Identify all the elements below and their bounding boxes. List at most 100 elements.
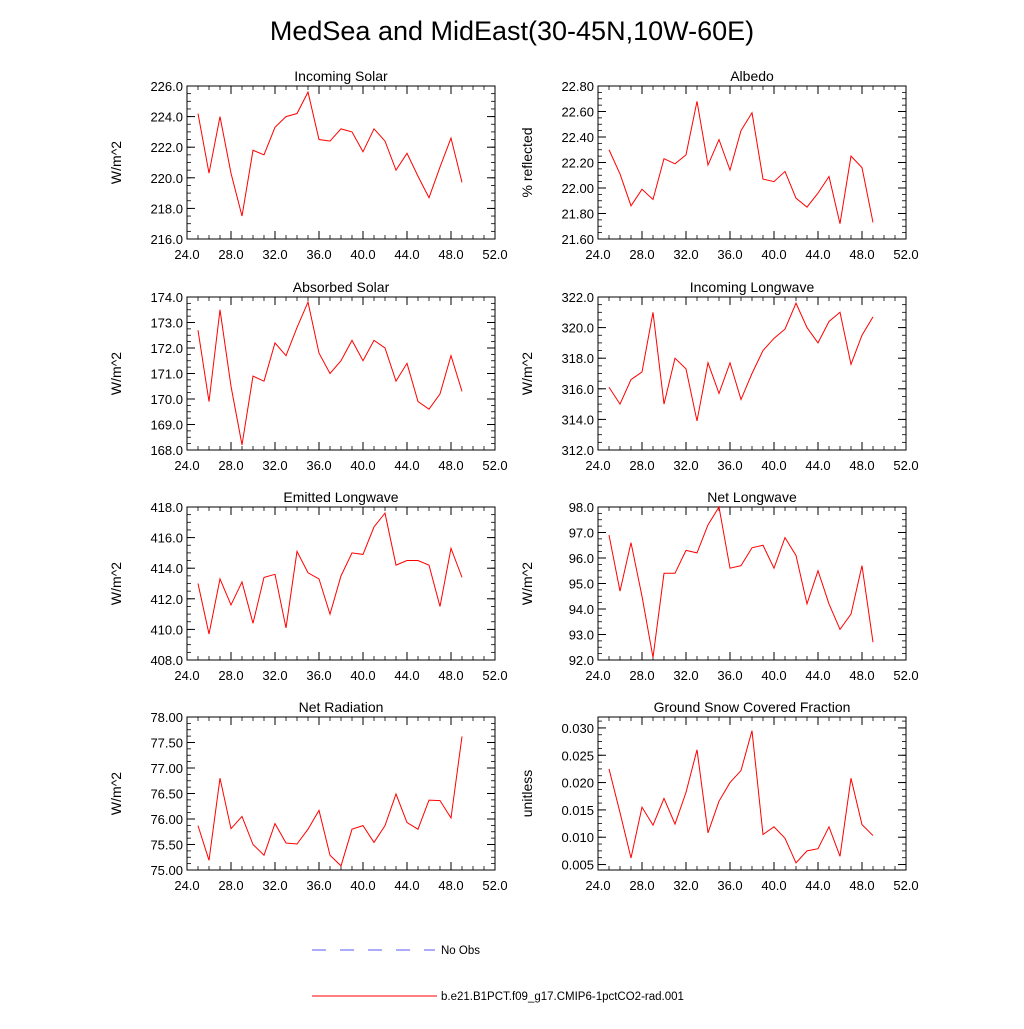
chart-panel-6: Net Longwave W/m^2 24.0 28.0 32.0 36.0 40.0 44.… <box>519 489 919 683</box>
y-tick-label: 76.50 <box>150 787 183 802</box>
y-tick-label: 172.0 <box>150 341 183 356</box>
x-tick-label: 32.0 <box>673 878 698 893</box>
plot-frame <box>186 716 496 871</box>
x-tick-label: 32.0 <box>262 247 287 262</box>
legend-obs-label: No Obs <box>441 945 480 957</box>
y-tick-label: 222.0 <box>150 140 183 155</box>
x-tick-label: 24.0 <box>174 458 199 473</box>
x-tick-label: 28.0 <box>218 878 243 893</box>
x-tick-label: 40.0 <box>350 878 375 893</box>
chart-title: Albedo <box>730 68 774 84</box>
y-tick-label: 22.00 <box>561 181 594 196</box>
x-tick-label: 48.0 <box>849 458 874 473</box>
y-tick-label: 76.00 <box>150 812 183 827</box>
y-tick-label: 312.0 <box>561 443 594 458</box>
x-tick-label: 32.0 <box>262 458 287 473</box>
x-tick-label: 36.0 <box>306 878 331 893</box>
x-tick-label: 32.0 <box>262 668 287 683</box>
x-tick-label: 36.0 <box>306 668 331 683</box>
x-tick-label: 28.0 <box>218 668 243 683</box>
y-tick-label: 412.0 <box>150 592 183 607</box>
x-tick-label: 32.0 <box>673 247 698 262</box>
series-line-1 <box>608 101 874 224</box>
series-line-1 <box>608 505 874 658</box>
chart-panel-2: Albedo % reflected 24.0 28.0 32.0 36.0 40.0 44.… <box>519 68 919 262</box>
y-tick-label: 77.50 <box>150 736 183 751</box>
y-tick-label: 98.0 <box>569 500 594 515</box>
y-tick-label: 0.015 <box>561 803 594 818</box>
chart-title: Incoming Solar <box>294 68 388 84</box>
y-axis-label: W/m^2 <box>108 141 124 184</box>
x-tick-label: 24.0 <box>585 668 610 683</box>
series-line-1 <box>608 301 874 422</box>
figure-title: MedSea and MidEast(30-45N,10W-60E) <box>270 16 754 46</box>
x-tick-label: 24.0 <box>585 247 610 262</box>
y-tick-label: 21.60 <box>561 232 594 247</box>
chart-title: Net Longwave <box>707 489 797 505</box>
y-tick-label: 95.0 <box>569 577 594 592</box>
plot-frame <box>597 716 907 871</box>
y-axis-label: unitless <box>519 770 535 817</box>
x-tick-label: 48.0 <box>438 247 463 262</box>
x-tick-label: 40.0 <box>350 247 375 262</box>
x-tick-label: 24.0 <box>174 668 199 683</box>
y-tick-label: 322.0 <box>561 290 594 305</box>
x-tick-label: 40.0 <box>761 458 786 473</box>
x-tick-label: 36.0 <box>717 247 742 262</box>
y-tick-label: 0.010 <box>561 830 594 845</box>
y-tick-label: 22.40 <box>561 130 594 145</box>
x-tick-label: 52.0 <box>482 878 507 893</box>
y-tick-label: 216.0 <box>150 232 183 247</box>
y-tick-label: 0.030 <box>561 721 594 736</box>
y-tick-label: 22.20 <box>561 156 594 171</box>
y-axis-label: W/m^2 <box>519 352 535 395</box>
x-tick-label: 40.0 <box>350 668 375 683</box>
x-tick-label: 48.0 <box>849 247 874 262</box>
x-tick-label: 28.0 <box>629 668 654 683</box>
chart-panel-5: Emitted Longwave W/m^2 24.0 28.0 32.0 36.0 40.… <box>108 489 508 683</box>
y-tick-label: 77.00 <box>150 761 183 776</box>
y-tick-label: 224.0 <box>150 110 183 125</box>
x-tick-label: 36.0 <box>306 247 331 262</box>
y-tick-label: 170.0 <box>150 392 183 407</box>
x-tick-label: 24.0 <box>174 878 199 893</box>
plot-frame <box>597 506 907 661</box>
chart-panel-4: Incoming Longwave W/m^2 24.0 28.0 32.0 36.0 40… <box>519 279 919 473</box>
x-tick-label: 52.0 <box>893 878 918 893</box>
y-tick-label: 314.0 <box>561 412 594 427</box>
y-tick-label: 173.0 <box>150 316 183 331</box>
y-tick-label: 174.0 <box>150 290 183 305</box>
plot-frame <box>597 85 907 240</box>
legend: No Obs b.e21.B1PCT.f09_g17.CMIP6-1pctCO2… <box>312 945 684 1003</box>
x-tick-label: 52.0 <box>893 668 918 683</box>
y-tick-label: 0.005 <box>561 858 594 873</box>
y-tick-label: 416.0 <box>150 531 183 546</box>
x-tick-label: 44.0 <box>394 668 419 683</box>
panels: Incoming Solar W/m^2 24.0 28.0 32.0 36.0 40.0 4… <box>108 68 919 893</box>
x-tick-label: 48.0 <box>438 878 463 893</box>
y-tick-label: 320.0 <box>561 321 594 336</box>
x-tick-label: 52.0 <box>482 247 507 262</box>
y-tick-label: 169.0 <box>150 418 183 433</box>
y-tick-label: 171.0 <box>150 367 183 382</box>
x-tick-label: 52.0 <box>482 668 507 683</box>
x-tick-label: 48.0 <box>438 668 463 683</box>
y-tick-label: 22.60 <box>561 105 594 120</box>
chart-panel-1: Incoming Solar W/m^2 24.0 28.0 32.0 36.0 40.0 4… <box>108 68 508 262</box>
x-tick-label: 44.0 <box>805 247 830 262</box>
x-tick-label: 44.0 <box>394 247 419 262</box>
x-tick-label: 36.0 <box>717 878 742 893</box>
y-tick-label: 410.0 <box>150 622 183 637</box>
y-tick-label: 168.0 <box>150 443 183 458</box>
x-tick-label: 44.0 <box>805 878 830 893</box>
legend-model-label: b.e21.B1PCT.f09_g17.CMIP6-1pctCO2-rad.00… <box>441 991 684 1003</box>
y-axis-label: W/m^2 <box>519 562 535 605</box>
y-tick-label: 220.0 <box>150 171 183 186</box>
x-tick-label: 48.0 <box>438 458 463 473</box>
plot-frame <box>186 506 496 661</box>
y-tick-label: 75.00 <box>150 863 183 878</box>
series-line-1 <box>197 300 463 445</box>
chart-title: Net Radiation <box>299 699 384 715</box>
x-tick-label: 40.0 <box>761 668 786 683</box>
